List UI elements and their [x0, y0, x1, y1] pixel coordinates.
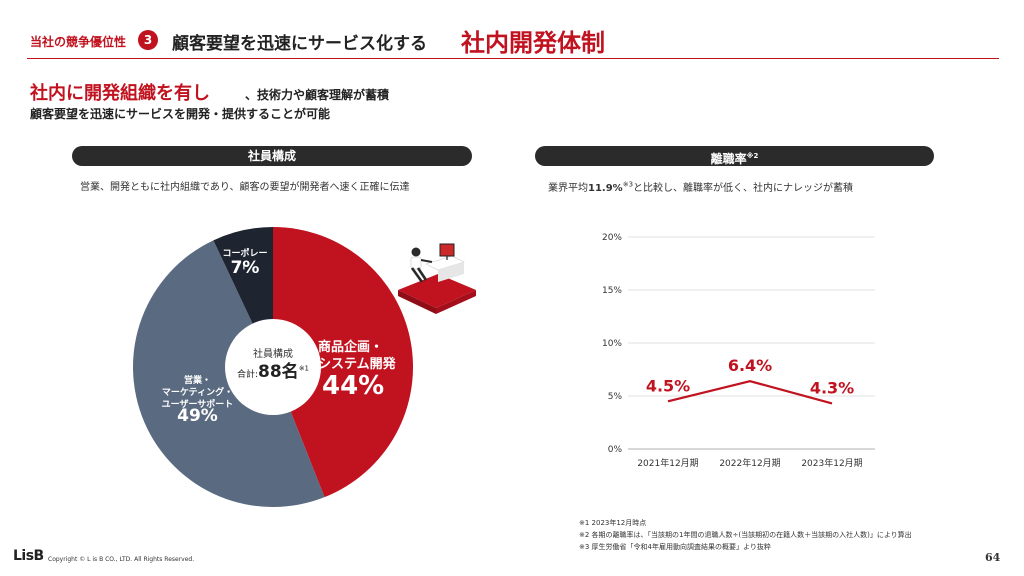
company-logo: LisB — [13, 548, 44, 564]
turnover-rate-description: 業界平均11.9%※3と比較し、離職率が低く、社内にナレッジが蓄積 — [548, 179, 853, 194]
slice-label-corporate: コーポレート — [222, 249, 268, 272]
turnover-desc-value: 11.9% — [588, 183, 623, 194]
copyright-text: Copyright © L is B CO., LTD. All Rights … — [48, 556, 195, 563]
pie-center-total-value: 88名 — [258, 362, 299, 382]
slice-label-product-dev-line2: システム開発 — [318, 357, 396, 372]
pie-center-hole — [225, 319, 321, 415]
y-tick-label: 15% — [602, 286, 622, 296]
pie-center-title: 社員構成 — [253, 349, 293, 360]
developer-desk-illustration — [398, 243, 476, 314]
y-tick-label: 10% — [602, 339, 622, 349]
slice-label-product-dev-line1: 商品企画・ — [318, 340, 384, 355]
page-title-accent: 社内開発体制 — [461, 29, 605, 57]
x-tick-label: 2021年12月期 — [637, 457, 698, 469]
y-tick-label: 5% — [608, 392, 623, 402]
employee-composition-header: 社員構成 — [72, 146, 472, 166]
footnote-3: ※3 厚生労働省「令和4年雇用動向調査結果の概要」より抜粋 — [579, 543, 771, 551]
headline-lead-cont: 、技術力や顧客理解が蓄積 — [245, 88, 390, 102]
employee-composition-title: 社員構成 — [247, 149, 296, 163]
turnover-series-line — [667, 380, 833, 405]
data-label: 4.3% — [810, 378, 854, 397]
slice-label-sales-line1: 営業・ — [183, 376, 211, 386]
data-label: 4.5% — [646, 376, 690, 395]
turnover-rate-header: 離職率※2 — [535, 146, 934, 166]
pie-slice-product-dev — [273, 227, 413, 498]
slice-label-sales-line2: マーケティング・ — [161, 388, 234, 398]
employee-composition-description: 営業、開発ともに社内組織であり、顧客の要望が開発者へ速く正確に伝達 — [80, 182, 410, 193]
slice-label-sales-line3: ユーザーサポート — [161, 400, 234, 410]
slice-label-product-dev: 商品企画・ システム開発 — [318, 339, 403, 373]
headline-lead: 社内に開発組織を有し — [30, 83, 210, 104]
slice-label-sales: 営業・ マーケティング・ ユーザーサポート — [150, 375, 245, 411]
slice-value-product-dev: 44% — [322, 371, 385, 401]
turnover-line-chart: 0% 5% 10% 15% 20% 2021年12月期 2022年12月期 2023年12月… — [602, 233, 875, 469]
turnover-rate-title-note: ※2 — [746, 152, 759, 160]
slice-value-sales: 49% — [177, 406, 218, 426]
page-title: 顧客要望を迅速にサービス化する — [172, 34, 427, 54]
page-number: 64 — [985, 551, 1001, 564]
footnote-1: ※1 2023年12月時点 — [579, 519, 647, 527]
section-number-badge: 3 — [138, 30, 158, 50]
header-divider — [27, 58, 999, 59]
data-label: 6.4% — [728, 356, 772, 375]
pie-center-total-prefix: 合計: — [236, 370, 259, 380]
x-tick-label: 2022年12月期 — [719, 457, 780, 469]
footnote-2: ※2 各期の離職率は、「当該期の1年間の退職人数÷(当該期初の在籍人数＋当該期の… — [579, 531, 912, 539]
section-label: 当社の競争優位性 — [30, 35, 127, 49]
y-tick-label: 0% — [608, 445, 623, 455]
pie-center-total: 合計:88名※1 — [226, 357, 320, 382]
turnover-desc-after: と比較し、離職率が低く、社内にナレッジが蓄積 — [633, 183, 854, 194]
slice-value-corporate: 7% — [230, 258, 260, 278]
turnover-rate-title: 離職率 — [710, 152, 747, 166]
turnover-desc-before: 業界平均 — [548, 183, 588, 194]
turnover-desc-note: ※3 — [622, 180, 634, 189]
employee-pie-chart — [133, 227, 413, 507]
headline-sub: 顧客要望を迅速にサービスを開発・提供することが可能 — [30, 107, 331, 121]
y-tick-label: 20% — [602, 233, 622, 243]
x-tick-label: 2023年12月期 — [801, 457, 862, 469]
pie-center-total-note: ※1 — [298, 364, 310, 373]
